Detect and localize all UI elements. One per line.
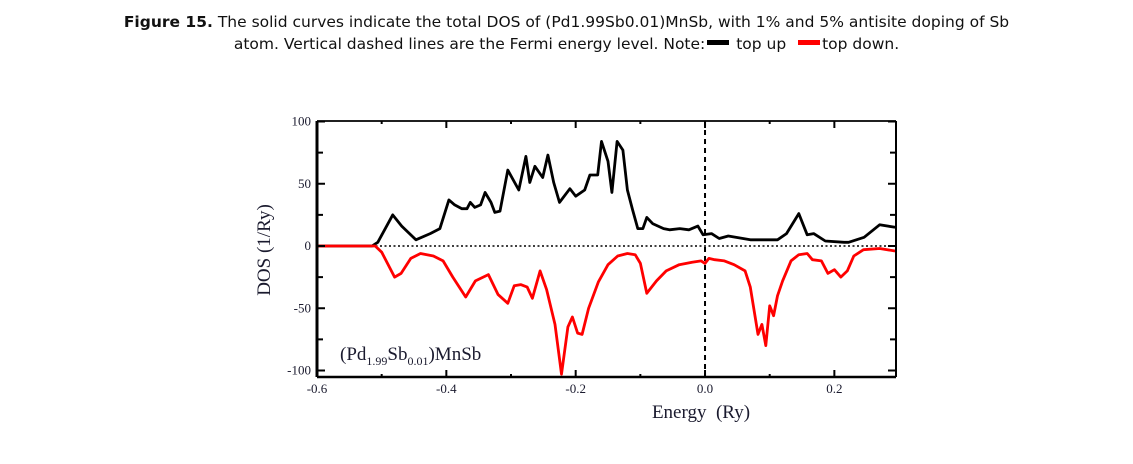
caption-line-1: Figure 15. The solid curves indicate the… bbox=[0, 11, 1133, 33]
y-axis-title: DOS (1/Ry) bbox=[254, 204, 275, 296]
annotation-sub1: 1.99 bbox=[366, 354, 387, 368]
y-tick-label: -100 bbox=[287, 363, 311, 378]
caption-text-2: atom. Vertical dashed lines are the Ferm… bbox=[233, 35, 706, 53]
legend-label-up: top up bbox=[736, 35, 787, 53]
annotation-pre: (Pd bbox=[340, 344, 367, 365]
x-tick-label: -0.2 bbox=[565, 381, 586, 396]
caption-text-1: The solid curves indicate the total DOS … bbox=[217, 13, 1010, 31]
figure-caption: Figure 15. The solid curves indicate the… bbox=[0, 11, 1133, 55]
annotation-post: )MnSb bbox=[428, 344, 481, 365]
legend-swatch-up bbox=[707, 40, 730, 45]
x-tick-label: -0.6 bbox=[307, 381, 328, 396]
x-tick-label: 0.2 bbox=[826, 381, 842, 396]
y-tick-label: -50 bbox=[294, 300, 311, 315]
annotation-compound: (Pd1.99Sb0.01)MnSb bbox=[340, 344, 481, 368]
axes-layer: 100 50 0 -50 -100 -0.6 -0.4 -0.2 0.0 0.2 bbox=[287, 114, 897, 396]
x-tick-label: -0.4 bbox=[436, 381, 457, 396]
series-spin-up-line bbox=[317, 140, 896, 248]
caption-line-2: atom. Vertical dashed lines are the Ferm… bbox=[0, 33, 1133, 55]
y-tick-label: 50 bbox=[298, 176, 311, 191]
annotation-sub2: 0.01 bbox=[407, 354, 428, 368]
y-tick-label: 100 bbox=[292, 114, 312, 129]
series-spin-down-line bbox=[317, 244, 896, 376]
figure-label: Figure 15. bbox=[123, 13, 213, 31]
legend-swatch-down bbox=[798, 40, 821, 45]
y-tick-label: 0 bbox=[305, 238, 312, 253]
legend-label-down: top down. bbox=[822, 35, 900, 53]
x-axis-title: Energy (Ry) bbox=[652, 402, 750, 423]
x-tick-label: 0.0 bbox=[697, 381, 713, 396]
annotation-mid: Sb bbox=[387, 344, 407, 365]
curves-layer bbox=[317, 121, 896, 377]
